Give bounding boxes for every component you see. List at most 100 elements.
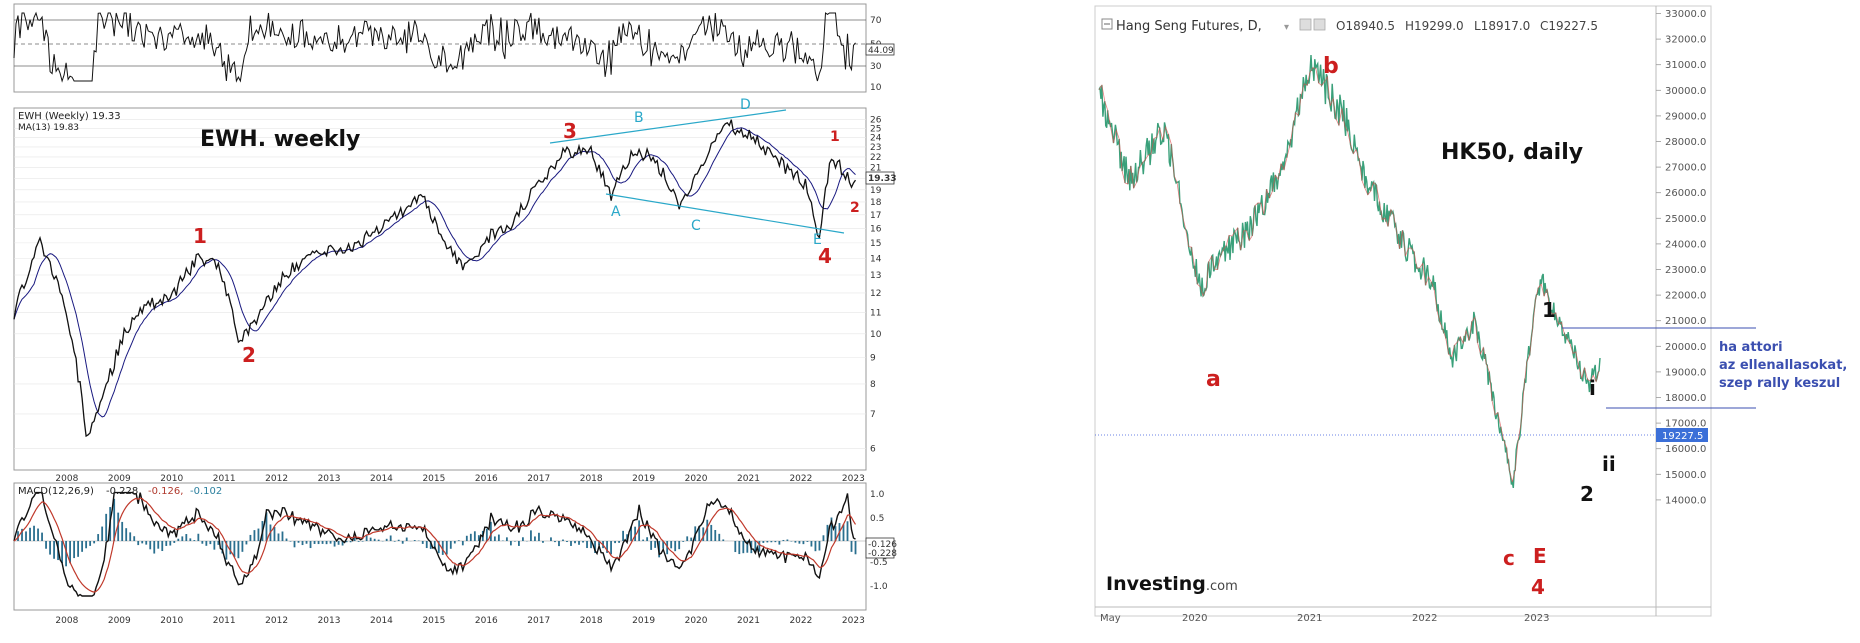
macd-hist-bar <box>177 539 179 541</box>
close-icon[interactable] <box>1314 19 1325 30</box>
hk-wave-b: b <box>1323 54 1339 79</box>
macd-hist-bar <box>169 541 171 546</box>
macd-hist-bar <box>258 529 260 541</box>
macd-hist-bar <box>795 541 797 543</box>
macd-x-tick-label: 2018 <box>580 616 603 626</box>
macd-hist-bar <box>93 541 95 543</box>
macd-hist-bar <box>322 541 324 544</box>
macd-hist-bar <box>161 541 163 551</box>
macd-hist-bar <box>494 536 496 541</box>
macd-hist-bar <box>586 541 588 548</box>
ohlc-high: H19299.0 <box>1405 19 1464 33</box>
hk-y-tick-label: 14000.0 <box>1665 495 1706 506</box>
macd-hist-bar <box>522 537 524 541</box>
hk-x-tick-label: 2023 <box>1524 613 1549 624</box>
macd-hist-bar <box>350 541 352 542</box>
macd-hist-bar <box>811 541 813 547</box>
macd-hist-bar <box>374 539 376 541</box>
macd-x-tick-label: 2021 <box>737 616 760 626</box>
hk-wave-c: c <box>1503 546 1515 570</box>
macd-hist-bar <box>53 541 55 559</box>
macd-x-tick-label: 2022 <box>789 616 812 626</box>
macd-hist-bar <box>851 541 853 552</box>
macd-hist-bar <box>678 541 680 549</box>
macd-hist-bar <box>366 535 368 541</box>
hk-y-tick-label: 23000.0 <box>1665 265 1706 276</box>
macd-hist-bar <box>45 541 47 549</box>
macd-hist-bar <box>819 541 821 550</box>
price-y-tick-label: 11 <box>870 308 881 318</box>
macd-hist-bar <box>470 534 472 541</box>
macd-hist-bar <box>394 541 396 542</box>
macd-hist-bar <box>538 533 540 541</box>
macd-hist-bar <box>614 541 616 543</box>
hk-wave-i: i <box>1589 376 1596 400</box>
price-y-tick-label: 13 <box>870 271 881 281</box>
macd-hist-bar <box>722 539 724 541</box>
price-y-tick-label: 22 <box>870 153 881 163</box>
left-chart: 70 50 30 10 44.09 2625242322212019181716… <box>14 4 897 626</box>
rsi-tick-10: 10 <box>870 83 882 93</box>
macd-legend-b: -0.228, <box>106 486 141 497</box>
hk-note-line-1: ha attori <box>1719 340 1783 355</box>
hk-wave-2: 2 <box>1580 482 1594 506</box>
macd-hist-bar <box>145 541 147 545</box>
macd-hist-bar <box>29 528 31 541</box>
macd-tick-1: 1.0 <box>870 490 885 500</box>
hk-y-tick-label: 21000.0 <box>1665 316 1706 327</box>
price-y-axis: 26252423222120191817161514131211109876 <box>870 115 882 454</box>
macd-hist-bar <box>306 541 308 544</box>
macd-hist-bar <box>49 541 51 555</box>
wave-label-C: C <box>691 218 701 234</box>
macd-hist-bar <box>758 541 760 552</box>
price-legend-ma: MA(13) 19.83 <box>18 123 79 133</box>
settings-icon[interactable] <box>1300 19 1311 30</box>
macd-hist-bar <box>81 541 83 552</box>
macd-x-tick-label: 2015 <box>422 616 445 626</box>
hk-wave-4: 4 <box>1531 575 1545 599</box>
macd-hist-bar <box>97 534 99 541</box>
macd-hist-bar <box>338 541 340 545</box>
macd-hist-bar <box>193 540 195 541</box>
hk-y-tick-label: 30000.0 <box>1665 86 1706 97</box>
macd-x-tick-label: 2009 <box>108 616 131 626</box>
macd-hist-bar <box>314 541 316 544</box>
macd-hist-bar <box>782 540 784 541</box>
ohlc-low: L18917.0 <box>1474 19 1530 33</box>
price-y-tick-label: 6 <box>870 444 876 454</box>
macd-hist-bar <box>847 521 849 541</box>
price-y-tick-label: 14 <box>870 254 882 264</box>
macd-hist-bar <box>370 538 372 541</box>
macd-hist-bar <box>73 541 75 558</box>
macd-hist-bar <box>290 541 292 542</box>
price-legend-title: EWH (Weekly) 19.33 <box>18 111 121 122</box>
macd-hist-bar <box>610 541 612 554</box>
macd-hist-bar <box>718 534 720 541</box>
macd-hist-bar <box>133 536 135 541</box>
macd-hist-bar <box>294 541 296 547</box>
hk-note-line-2: az ellenallasokat, <box>1719 358 1847 373</box>
hk-y-tick-label: 29000.0 <box>1665 111 1706 122</box>
macd-hist-bar <box>414 540 416 541</box>
macd-hist-bar <box>334 541 336 547</box>
macd-hist-bar <box>25 531 27 541</box>
price-y-tick-label: 8 <box>870 380 876 390</box>
macd-hist-bar <box>318 541 320 544</box>
hk-wave-E: E <box>1533 544 1547 568</box>
macd-hist-bar <box>422 541 424 544</box>
price-y-tick-label: 18 <box>870 198 882 208</box>
macd-hist-bar <box>646 537 648 541</box>
macd-hist-bar <box>398 540 400 541</box>
hk-chart-title: HK50, daily <box>1441 140 1583 165</box>
price-y-tick-label: 15 <box>870 239 881 249</box>
macd-hist-bar <box>582 541 584 542</box>
macd-hist-bar <box>815 541 817 551</box>
hk-y-tick-label: 18000.0 <box>1665 393 1706 404</box>
dropdown-arrow-icon[interactable]: ▾ <box>1284 22 1289 33</box>
macd-hist-bar <box>823 535 825 541</box>
macd-hist-bar <box>302 541 304 545</box>
hk-y-tick-label: 22000.0 <box>1665 291 1706 302</box>
wave-label-E: E <box>813 232 822 248</box>
macd-hist-bar <box>61 541 63 563</box>
wave-label-2: 2 <box>242 343 256 367</box>
